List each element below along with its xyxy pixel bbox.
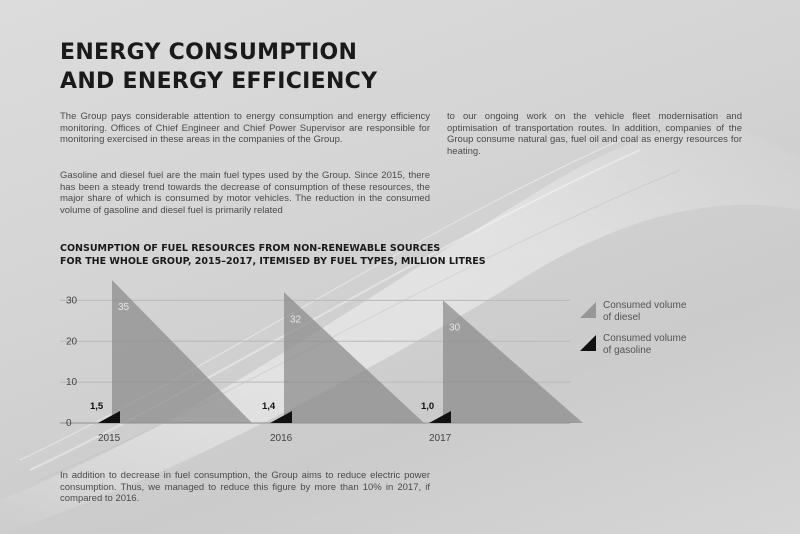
chart-title-line-2: FOR THE WHOLE GROUP, 2015–2017, ITEMISED… [60, 255, 486, 267]
diesel-area [443, 300, 583, 423]
x-category-label: 2015 [98, 433, 121, 444]
legend-label: of gasoline [603, 345, 652, 356]
y-tick-label: 20 [66, 336, 78, 347]
diesel-data-label: 35 [118, 302, 130, 313]
legend-swatch [580, 335, 596, 351]
page-title-line-1: ENERGY CONSUMPTION [60, 40, 358, 65]
paragraph-fleet: to our ongoing work on the vehicle fleet… [447, 111, 742, 157]
diesel-data-label: 30 [449, 322, 461, 333]
diesel-area [112, 280, 252, 423]
x-category-label: 2017 [429, 433, 452, 444]
y-tick-label: 30 [66, 295, 78, 306]
legend-label: Consumed volume [603, 300, 687, 311]
chart-title-line-1: CONSUMPTION OF FUEL RESOURCES FROM NON-R… [60, 243, 441, 254]
gasoline-area [98, 411, 120, 423]
legend-label: Consumed volume [603, 333, 687, 344]
gasoline-data-label: 1,5 [90, 401, 104, 412]
y-tick-label: 0 [66, 418, 72, 429]
diesel-data-label: 32 [290, 314, 302, 325]
page-title-line-2: AND ENERGY EFFICIENCY [60, 69, 378, 94]
legend-label: of diesel [603, 312, 640, 323]
page-title: ENERGY CONSUMPTION AND ENERGY EFFICIENCY [60, 38, 377, 96]
y-tick-label: 10 [66, 377, 78, 388]
gasoline-data-label: 1,4 [262, 401, 276, 412]
gasoline-data-label: 1,0 [421, 401, 434, 412]
diesel-area [284, 292, 424, 423]
chart-title: CONSUMPTION OF FUEL RESOURCES FROM NON-R… [60, 243, 486, 268]
paragraph-electricity: In addition to decrease in fuel consumpt… [60, 470, 430, 505]
gasoline-area [270, 411, 292, 423]
legend-swatch [580, 302, 596, 318]
x-category-label: 2016 [270, 433, 293, 444]
paragraph-fuel-types: Gasoline and diesel fuel are the main fu… [60, 170, 430, 216]
paragraph-intro: The Group pays considerable attention to… [60, 111, 430, 146]
gasoline-area [429, 411, 451, 423]
